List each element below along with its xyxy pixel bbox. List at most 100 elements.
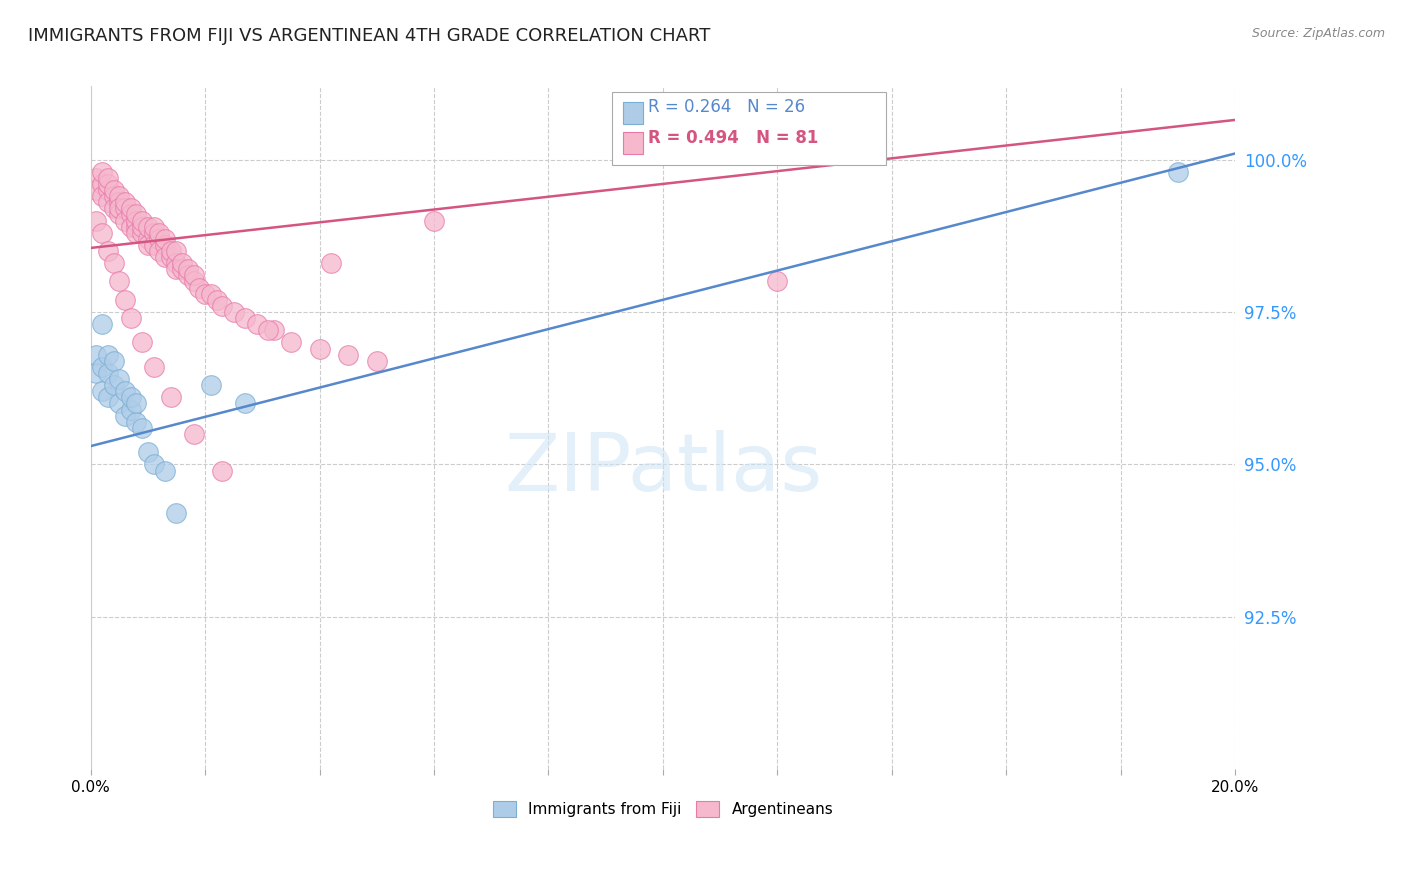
Text: Source: ZipAtlas.com: Source: ZipAtlas.com [1251,27,1385,40]
Point [97,244,120,258]
Point [125,396,148,410]
Text: R = 0.264   N = 26: R = 0.264 N = 26 [648,98,806,116]
Point [159,390,181,404]
Point [91,359,114,374]
Point [142,238,165,252]
Point [114,213,136,227]
Point [108,189,131,203]
Point [108,275,131,289]
Point [86,170,108,185]
Point [423,213,446,227]
Point [257,323,280,337]
Point [103,189,125,203]
Point [131,219,153,234]
Point [337,348,360,362]
Text: R = 0.494   N = 81: R = 0.494 N = 81 [648,129,818,147]
Point [766,275,789,289]
Point [153,250,176,264]
Point [142,219,165,234]
Point [148,244,170,258]
Point [108,372,131,386]
Point [153,238,176,252]
Point [103,183,125,197]
Point [148,232,170,246]
Point [166,244,188,258]
Point [172,262,194,277]
Point [103,202,125,216]
Point [91,317,114,331]
Point [108,207,131,221]
Point [366,353,388,368]
Point [91,165,114,179]
Point [142,226,165,240]
Point [131,226,153,240]
Point [125,207,148,221]
Point [177,262,200,277]
Point [136,232,159,246]
Point [136,219,159,234]
Point [114,293,136,307]
Point [136,445,159,459]
Text: ZIPatlas: ZIPatlas [503,430,823,508]
Point [200,286,222,301]
Point [153,232,176,246]
Point [188,280,211,294]
Point [114,202,136,216]
Point [91,226,114,240]
Point [114,195,136,210]
Point [183,275,205,289]
Point [211,299,233,313]
Point [166,262,188,277]
Point [108,396,131,410]
Legend: Immigrants from Fiji, Argentineans: Immigrants from Fiji, Argentineans [486,795,839,823]
Point [114,384,136,399]
Point [91,384,114,399]
Point [86,366,108,380]
Point [108,202,131,216]
Point [120,402,142,417]
Point [183,268,205,283]
Point [120,311,142,326]
Point [97,177,120,191]
Point [177,268,200,283]
Point [120,207,142,221]
Point [97,390,120,404]
Point [97,183,120,197]
Point [125,226,148,240]
Point [125,415,148,429]
Point [86,183,108,197]
Point [308,342,330,356]
Point [97,348,120,362]
Point [148,226,170,240]
Point [166,256,188,270]
Point [166,506,188,520]
Point [86,213,108,227]
Point [108,195,131,210]
Point [136,238,159,252]
Point [319,256,342,270]
Point [200,378,222,392]
Point [120,390,142,404]
Point [233,311,256,326]
Text: IMMIGRANTS FROM FIJI VS ARGENTINEAN 4TH GRADE CORRELATION CHART: IMMIGRANTS FROM FIJI VS ARGENTINEAN 4TH … [28,27,710,45]
Point [222,305,245,319]
Point [91,189,114,203]
Point [131,213,153,227]
Point [183,426,205,441]
Point [125,213,148,227]
Point [142,359,165,374]
Point [86,348,108,362]
Point [194,286,217,301]
Point [280,335,302,350]
Point [125,219,148,234]
Point [131,421,153,435]
Point [120,219,142,234]
Point [97,170,120,185]
Point [103,378,125,392]
Point [211,463,233,477]
Point [172,256,194,270]
Point [97,366,120,380]
Point [263,323,285,337]
Point [159,250,181,264]
Point [159,244,181,258]
